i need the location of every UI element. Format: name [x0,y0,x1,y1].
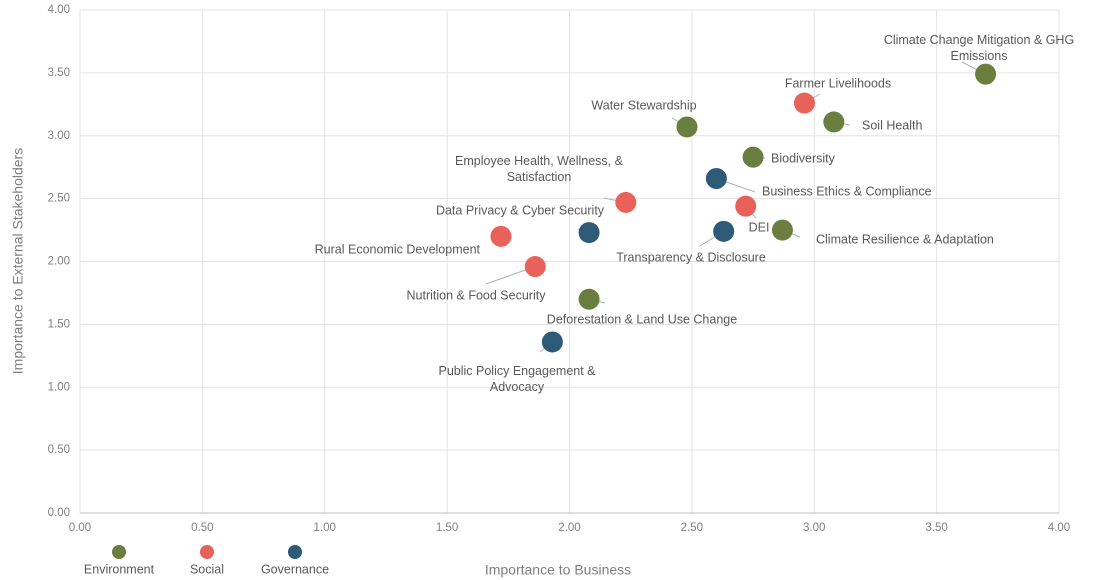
label-line: Employee Health, Wellness, & [455,154,624,168]
x-axis-title: Importance to Business [485,562,631,578]
x-tick-label: 1.50 [436,522,458,534]
label-line: Public Policy Engagement & [438,364,596,378]
point-label: DEI [749,220,770,234]
point [578,288,600,310]
point [823,111,845,133]
point-label: Transparency & Disclosure [616,250,766,264]
y-tick-label: 2.00 [48,256,70,268]
y-tick-label: 4.00 [48,4,70,16]
point [676,116,698,138]
point-label: Climate Change Mitigation & GHG Emissions [884,33,1074,63]
point [713,220,735,242]
x-tick-label: 0.00 [69,522,91,534]
point-label: Nutrition & Food Security [407,288,547,302]
point [771,219,793,241]
point [615,191,637,213]
label-line: Climate Change Mitigation & GHG [884,33,1074,47]
point-label: Public Policy Engagement & Advocacy [438,364,596,394]
y-axis-title: Importance to External Stakeholders [10,148,26,374]
legend-marker [112,545,126,559]
x-tick-label: 0.50 [191,522,213,534]
point [975,63,997,85]
point-label: Employee Health, Wellness, & Satisfaction [455,154,624,184]
y-tick-label: 1.00 [48,381,70,393]
x-tick-label: 3.50 [925,522,947,534]
y-tick-label: 0.50 [48,444,70,456]
legend-label: Governance [261,562,329,576]
x-tick-label: 4.00 [1048,522,1070,534]
point-label: Deforestation & Land Use Change [547,312,737,326]
point-label: Rural Economic Development [315,242,481,256]
point [490,225,512,247]
y-tick-label: 1.50 [48,318,70,330]
y-tick-label: 2.50 [48,193,70,205]
point [524,256,546,278]
point-label: Data Privacy & Cyber Security [436,203,605,217]
y-tick-label: 3.50 [48,67,70,79]
label-line: Emissions [951,49,1008,63]
point-label: Farmer Livelihoods [785,76,891,90]
point-label: Business Ethics & Compliance [762,184,932,198]
point-label: Climate Resilience & Adaptation [816,232,994,246]
y-tick-label: 3.00 [48,130,70,142]
legend-label: Social [190,562,224,576]
point-label: Soil Health [862,118,922,132]
point [541,331,563,353]
point [793,92,815,114]
legend-marker [288,545,302,559]
label-line: Advocacy [490,380,545,394]
point-label: Biodiversity [771,151,836,165]
legend-label: Environment [84,562,155,576]
x-tick-label: 3.00 [803,522,825,534]
x-tick-label: 2.50 [681,522,703,534]
point [742,146,764,168]
x-tick-label: 1.00 [314,522,336,534]
label-line: Satisfaction [507,170,572,184]
point [735,195,757,217]
legend-marker [200,545,214,559]
y-tick-label: 0.00 [48,507,70,519]
point-label: Water Stewardship [591,98,696,112]
x-tick-label: 2.00 [558,522,580,534]
point [578,222,600,244]
point [705,168,727,190]
